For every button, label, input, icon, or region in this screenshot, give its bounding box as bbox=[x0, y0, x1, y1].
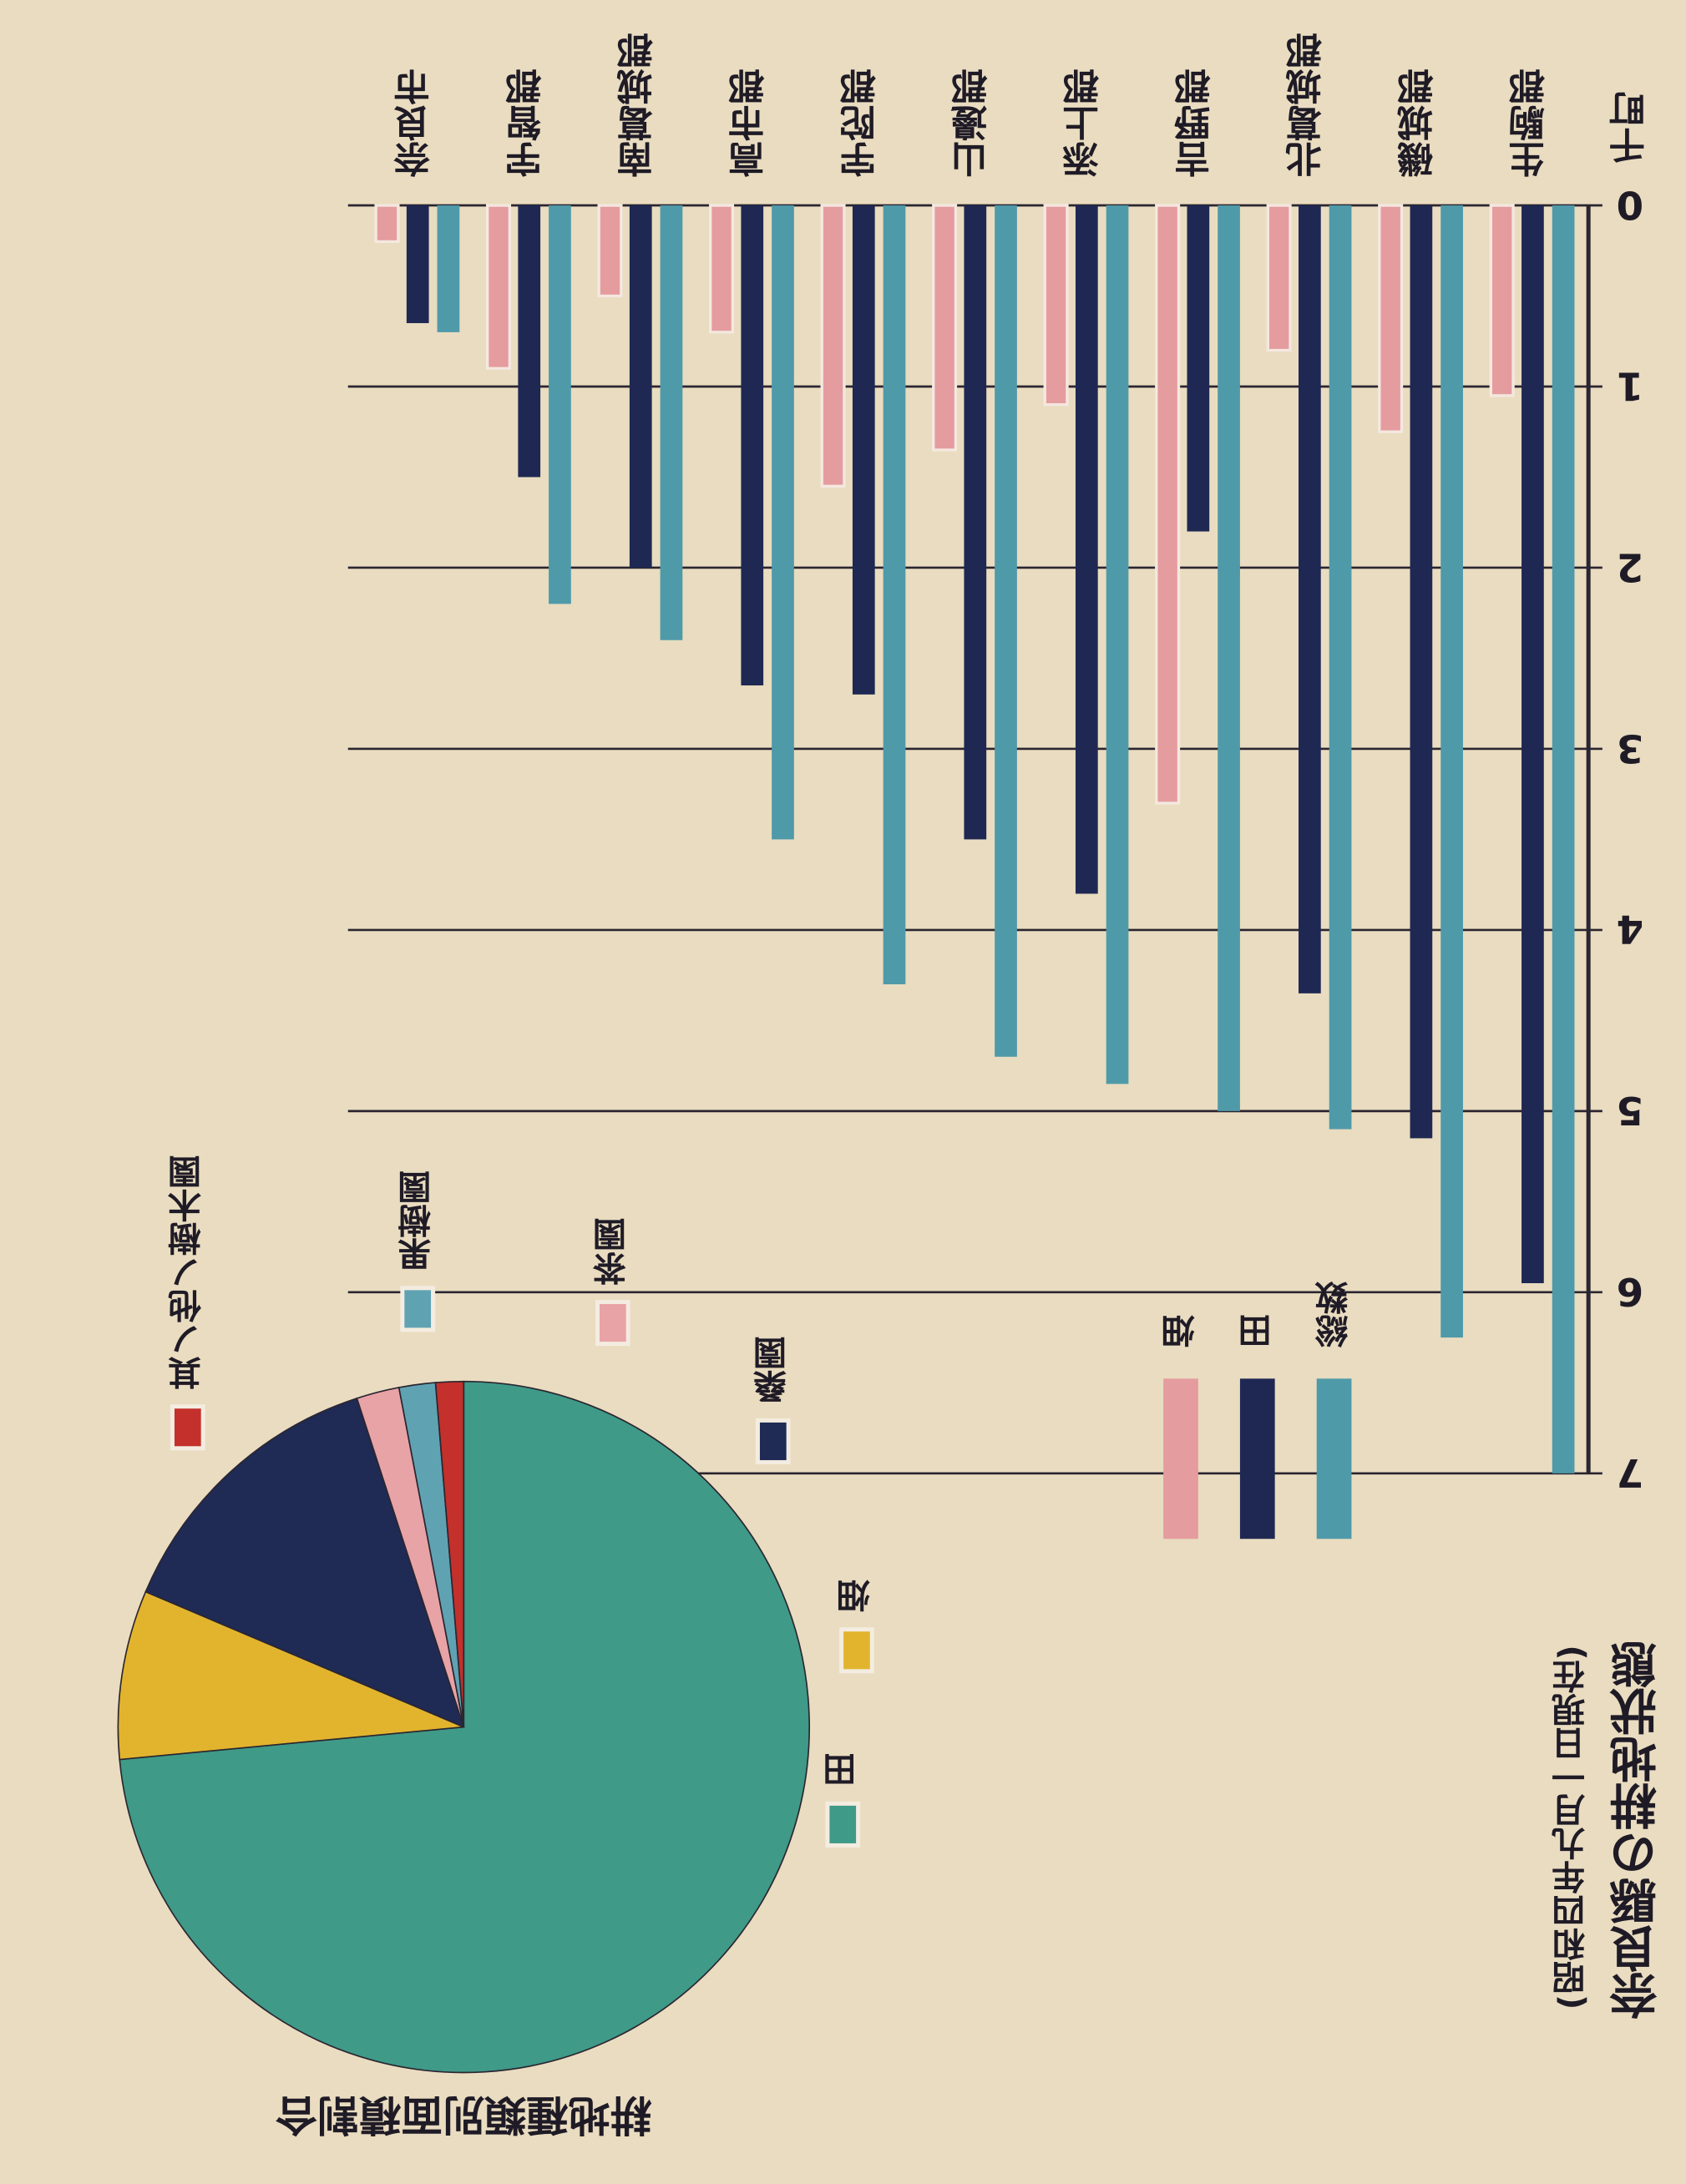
bar bbox=[709, 204, 735, 334]
pie-slice bbox=[144, 1397, 465, 1729]
bar bbox=[374, 204, 400, 244]
x-tick-label: 宇陀郡 bbox=[838, 68, 882, 177]
bar bbox=[1378, 204, 1404, 433]
pie-legend-label: 其ノ他ノ樹木園 bbox=[167, 1155, 207, 1390]
pie-legend-label: 茶園 bbox=[593, 1218, 632, 1285]
legend-label: 総数 bbox=[1314, 1281, 1354, 1347]
x-tick-label: 山邊郡 bbox=[950, 68, 994, 177]
x-tick-label: 添上郡 bbox=[1061, 68, 1105, 177]
pie-legend-swatch bbox=[400, 1286, 436, 1332]
pie-legend-swatch bbox=[170, 1404, 205, 1451]
pie-title: 耕地種類別面積割合 bbox=[276, 2090, 652, 2139]
bar bbox=[1521, 205, 1544, 1283]
x-tick-label: 南葛城郡 bbox=[615, 33, 659, 178]
pie-slice bbox=[434, 1380, 465, 1727]
x-tick-label: 北葛城郡 bbox=[1284, 33, 1328, 178]
bar bbox=[1187, 205, 1210, 532]
bar bbox=[1552, 205, 1575, 1474]
bar bbox=[629, 205, 652, 568]
bar bbox=[549, 205, 571, 604]
pie-legend-swatch bbox=[839, 1627, 874, 1674]
bar bbox=[406, 205, 429, 324]
pie-legend-label: 桑園 bbox=[753, 1337, 792, 1403]
legend-swatch bbox=[1239, 1378, 1275, 1539]
y-tick-label: 4 bbox=[1617, 906, 1644, 951]
bar bbox=[741, 205, 764, 685]
pie-legend-swatch bbox=[595, 1300, 630, 1347]
y-tick-label: 0 bbox=[1617, 181, 1644, 226]
legend-swatch bbox=[1316, 1378, 1352, 1539]
legend-label: 田 bbox=[1239, 1314, 1278, 1347]
bar bbox=[1440, 205, 1463, 1338]
bar bbox=[1410, 205, 1433, 1139]
bar bbox=[852, 205, 875, 695]
x-tick-label: 生駒郡 bbox=[1507, 68, 1551, 177]
legend-label: 畑 bbox=[1162, 1314, 1201, 1347]
pie-legend-label: 果樹園 bbox=[397, 1170, 437, 1271]
rotated-plate: 奈良縣の耕地狀態 (昭和四年九月一日現在) 千町 0 1 2 3 4 5 6 7 生駒郡 磯城郡 北葛城郡… bbox=[117, 33, 1665, 2139]
x-tick-label: 奈良市 bbox=[392, 68, 436, 177]
y-tick-label: 3 bbox=[1617, 725, 1644, 770]
axis-unit: 千町 bbox=[1609, 91, 1651, 164]
y-tick-label: 5 bbox=[1617, 1087, 1644, 1132]
bar bbox=[1075, 205, 1098, 894]
pie-legend-label: 田 bbox=[823, 1753, 862, 1787]
legend-swatch bbox=[1163, 1378, 1198, 1539]
x-tick-label: 磯城郡 bbox=[1396, 68, 1440, 177]
bar bbox=[883, 205, 906, 984]
bar bbox=[1266, 204, 1292, 352]
bar bbox=[1218, 205, 1240, 1111]
pie-legend-label: 畑 bbox=[837, 1579, 876, 1612]
bar bbox=[485, 204, 512, 370]
bar bbox=[597, 204, 623, 298]
x-tick-label: 吉野郡 bbox=[1173, 68, 1217, 177]
pie-legend-swatch bbox=[825, 1801, 861, 1848]
chart-subtitle: (昭和四年九月一日現在) bbox=[1552, 1645, 1591, 2010]
bar bbox=[1155, 204, 1181, 805]
bar bbox=[518, 205, 541, 478]
bar bbox=[437, 205, 460, 332]
y-tick-label: 7 bbox=[1617, 1449, 1644, 1494]
bar bbox=[1106, 205, 1129, 1084]
y-tick-label: 2 bbox=[1617, 543, 1644, 589]
chart-title: 奈良縣の耕地狀態 bbox=[1608, 1641, 1664, 2020]
bar bbox=[772, 205, 794, 840]
x-tick-label: 高市郡 bbox=[727, 68, 771, 177]
bar bbox=[1329, 205, 1352, 1130]
pie-slice bbox=[117, 1590, 464, 1761]
x-tick-label: 宇智郡 bbox=[504, 68, 548, 177]
pie-slice bbox=[119, 1380, 810, 2074]
pie-legend-swatch bbox=[755, 1418, 791, 1464]
bar bbox=[1043, 204, 1069, 407]
y-tick-label: 1 bbox=[1617, 362, 1644, 407]
bar bbox=[1489, 204, 1515, 397]
bar bbox=[932, 204, 958, 452]
y-tick-label: 6 bbox=[1617, 1268, 1644, 1313]
bar bbox=[964, 205, 987, 840]
bar bbox=[820, 204, 846, 488]
bar bbox=[995, 205, 1017, 1057]
bar bbox=[660, 205, 683, 640]
bar bbox=[1299, 205, 1321, 993]
